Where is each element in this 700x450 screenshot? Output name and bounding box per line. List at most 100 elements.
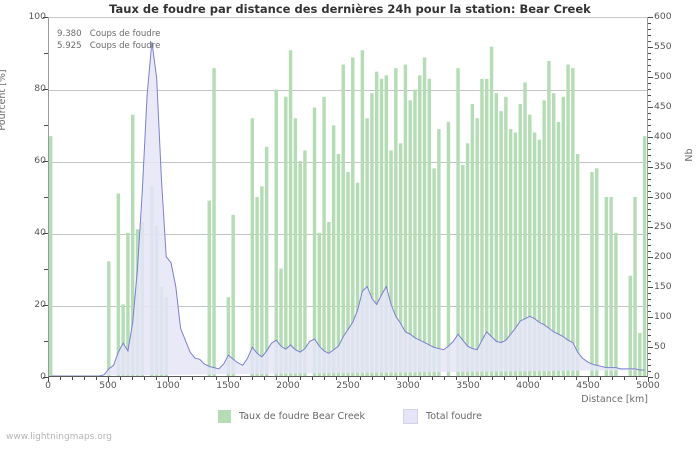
- y-axis-right-tick-label: 0: [654, 371, 660, 382]
- bar: [49, 136, 53, 376]
- x-axis-minor-tick: [216, 377, 217, 380]
- x-axis-minor-tick: [612, 377, 613, 380]
- x-axis-minor-tick: [264, 377, 265, 380]
- x-axis-tick-label: 0: [45, 380, 51, 391]
- y-axis-right-tick: [648, 317, 653, 318]
- bar: [374, 71, 379, 376]
- legend-item-total[interactable]: Total foudre: [403, 409, 482, 424]
- y-axis-right-minor-tick: [648, 71, 651, 72]
- y-axis-right-minor-tick: [648, 113, 651, 114]
- y-axis-right-minor-tick: [648, 101, 651, 102]
- y-axis-left-tick-label: 60: [34, 155, 46, 166]
- y-axis-right-minor-tick: [648, 191, 651, 192]
- bar: [470, 103, 475, 376]
- bar: [437, 128, 441, 376]
- series-layer: [49, 41, 647, 376]
- x-axis-minor-tick: [180, 377, 181, 380]
- y-axis-left-minor-tick: [44, 53, 48, 54]
- y-axis-right-tick: [648, 377, 653, 378]
- bar: [279, 268, 283, 376]
- x-axis-minor-tick: [276, 377, 277, 380]
- bar: [288, 50, 293, 376]
- y-axis-right-minor-tick: [648, 29, 651, 30]
- bar: [504, 96, 508, 376]
- bar: [542, 100, 546, 376]
- bar: [231, 214, 235, 376]
- bar: [212, 68, 216, 376]
- bar: [575, 154, 580, 376]
- bar: [255, 197, 259, 376]
- x-axis-minor-tick: [240, 377, 241, 380]
- gridline: [49, 162, 647, 163]
- y-axis-right-minor-tick: [648, 53, 651, 54]
- y-axis-right-minor-tick: [648, 155, 651, 156]
- bar: [432, 168, 436, 376]
- x-axis-tick: [288, 377, 289, 382]
- bar: [403, 64, 408, 376]
- x-axis-minor-tick: [324, 377, 325, 380]
- x-axis-minor-tick: [492, 377, 493, 380]
- x-axis-minor-tick: [204, 377, 205, 380]
- x-axis-title: Distance [km]: [581, 394, 648, 405]
- bar: [571, 68, 575, 376]
- x-axis-tick-label: 2000: [276, 380, 300, 391]
- x-axis-minor-tick: [396, 377, 397, 380]
- x-axis-minor-tick: [540, 377, 541, 380]
- y-axis-right-minor-tick: [648, 329, 651, 330]
- y-axis-right-minor-tick: [648, 269, 651, 270]
- bar: [480, 78, 484, 376]
- y-axis-right-tick: [648, 167, 653, 168]
- y-axis-right-tick-label: 550: [654, 41, 672, 52]
- x-axis-tick: [588, 377, 589, 382]
- x-axis-minor-tick: [444, 377, 445, 380]
- total-area-line: [51, 41, 645, 376]
- bar: [346, 171, 350, 376]
- x-axis-minor-tick: [564, 377, 565, 380]
- y-axis-right-tick-label: 50: [654, 341, 666, 352]
- bar: [494, 93, 499, 376]
- y-axis-right-tick: [648, 17, 653, 18]
- bar: [327, 222, 331, 376]
- annotation-0-value: 9.380: [57, 29, 82, 39]
- y-axis-right-minor-tick: [648, 233, 651, 234]
- y-axis-left-tick: [43, 377, 48, 378]
- bar: [331, 125, 336, 376]
- y-axis-right-tick-label: 350: [654, 161, 672, 172]
- x-axis-minor-tick: [192, 377, 193, 380]
- legend-label-total: Total foudre: [426, 411, 482, 422]
- annotation-total-count: 9.380 Coups de foudre: [57, 29, 160, 39]
- x-axis-minor-tick: [84, 377, 85, 380]
- y-axis-right-minor-tick: [648, 59, 651, 60]
- y-axis-right-minor-tick: [648, 323, 651, 324]
- y-axis-right-tick: [648, 197, 653, 198]
- legend-swatch-rate: [218, 410, 231, 423]
- x-axis-tick-label: 4000: [516, 380, 540, 391]
- bar: [394, 68, 398, 376]
- y-axis-right-minor-tick: [648, 299, 651, 300]
- y-axis-right-minor-tick: [648, 353, 651, 354]
- bar: [370, 93, 374, 376]
- bar: [523, 82, 527, 376]
- x-axis-tick: [468, 377, 469, 382]
- plot-area: 9.380 Coups de foudre 5.925 Coups de fou…: [48, 17, 648, 377]
- bar: [293, 118, 298, 376]
- bar: [566, 64, 570, 376]
- y-axis-right-minor-tick: [648, 311, 651, 312]
- y-axis-left-minor-tick: [44, 269, 48, 270]
- bar: [633, 197, 637, 376]
- y-axis-right-tick: [648, 77, 653, 78]
- bar: [422, 57, 427, 376]
- bar: [528, 114, 532, 376]
- x-axis-minor-tick: [120, 377, 121, 380]
- y-axis-right-minor-tick: [648, 131, 651, 132]
- bar: [537, 139, 542, 376]
- annotation-station-count: 5.925 Coups de foudre: [57, 41, 160, 51]
- bar: [485, 78, 489, 376]
- bar: [518, 103, 522, 376]
- y-axis-left-minor-tick: [44, 341, 48, 342]
- x-axis-tick-label: 4500: [576, 380, 600, 391]
- legend-item-rate[interactable]: Taux de foudre Bear Creek: [218, 410, 365, 423]
- y-axis-right-minor-tick: [648, 41, 651, 42]
- x-axis-tick-label: 500: [99, 380, 117, 391]
- bar: [121, 304, 125, 376]
